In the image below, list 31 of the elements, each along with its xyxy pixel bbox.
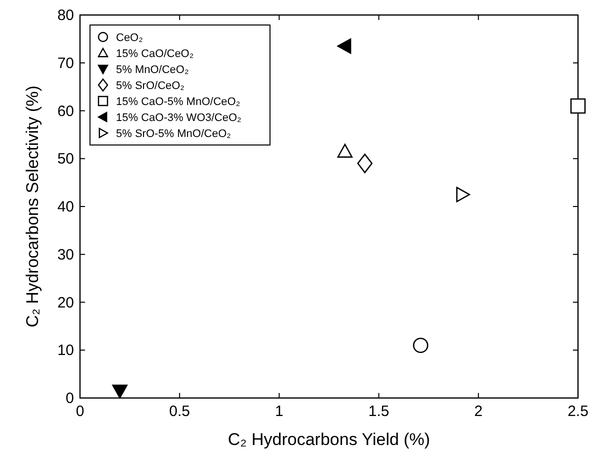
x-tick-label: 0 (76, 403, 84, 420)
point (112, 384, 128, 398)
x-axis-title: C₂ Hydrocarbons Yield (%) (228, 430, 430, 449)
legend-label: CeO₂ (116, 32, 143, 44)
x-tick-label: 2.5 (568, 403, 588, 420)
y-tick-label: 0 (66, 390, 74, 407)
x-tick-label: 1.5 (368, 403, 390, 420)
point (456, 186, 470, 202)
legend-label: 5% SrO-5% MnO/CeO₂ (116, 128, 231, 140)
y-tick-label: 50 (57, 150, 74, 168)
y-tick-label: 60 (57, 102, 74, 120)
x-tick-label: 2 (474, 403, 483, 420)
x-tick-label: 0.5 (169, 403, 190, 420)
legend-label: 15% CaO-3% WO3/CeO₂ (116, 112, 242, 124)
point (337, 144, 353, 158)
point (337, 38, 352, 54)
point (570, 98, 586, 114)
legend-label: 15% CaO-5% MnO/CeO₂ (116, 96, 240, 108)
y-tick-label: 80 (57, 7, 74, 24)
x-tick-label: 1 (275, 403, 284, 420)
legend-label: 5% MnO/CeO₂ (116, 64, 189, 76)
y-tick-label: 10 (57, 342, 74, 360)
y-tick-label: 20 (57, 294, 74, 312)
legend-label: 15% CaO/CeO₂ (116, 48, 194, 60)
y-tick-label: 70 (57, 54, 74, 72)
y-tick-label: 40 (57, 198, 74, 216)
y-axis-title: C₂ Hydrocarbons Selectivity (%) (23, 86, 42, 328)
y-tick-label: 30 (57, 246, 74, 264)
point (357, 154, 373, 174)
legend-label: 5% SrO/CeO₂ (116, 80, 184, 92)
point (412, 338, 428, 353)
